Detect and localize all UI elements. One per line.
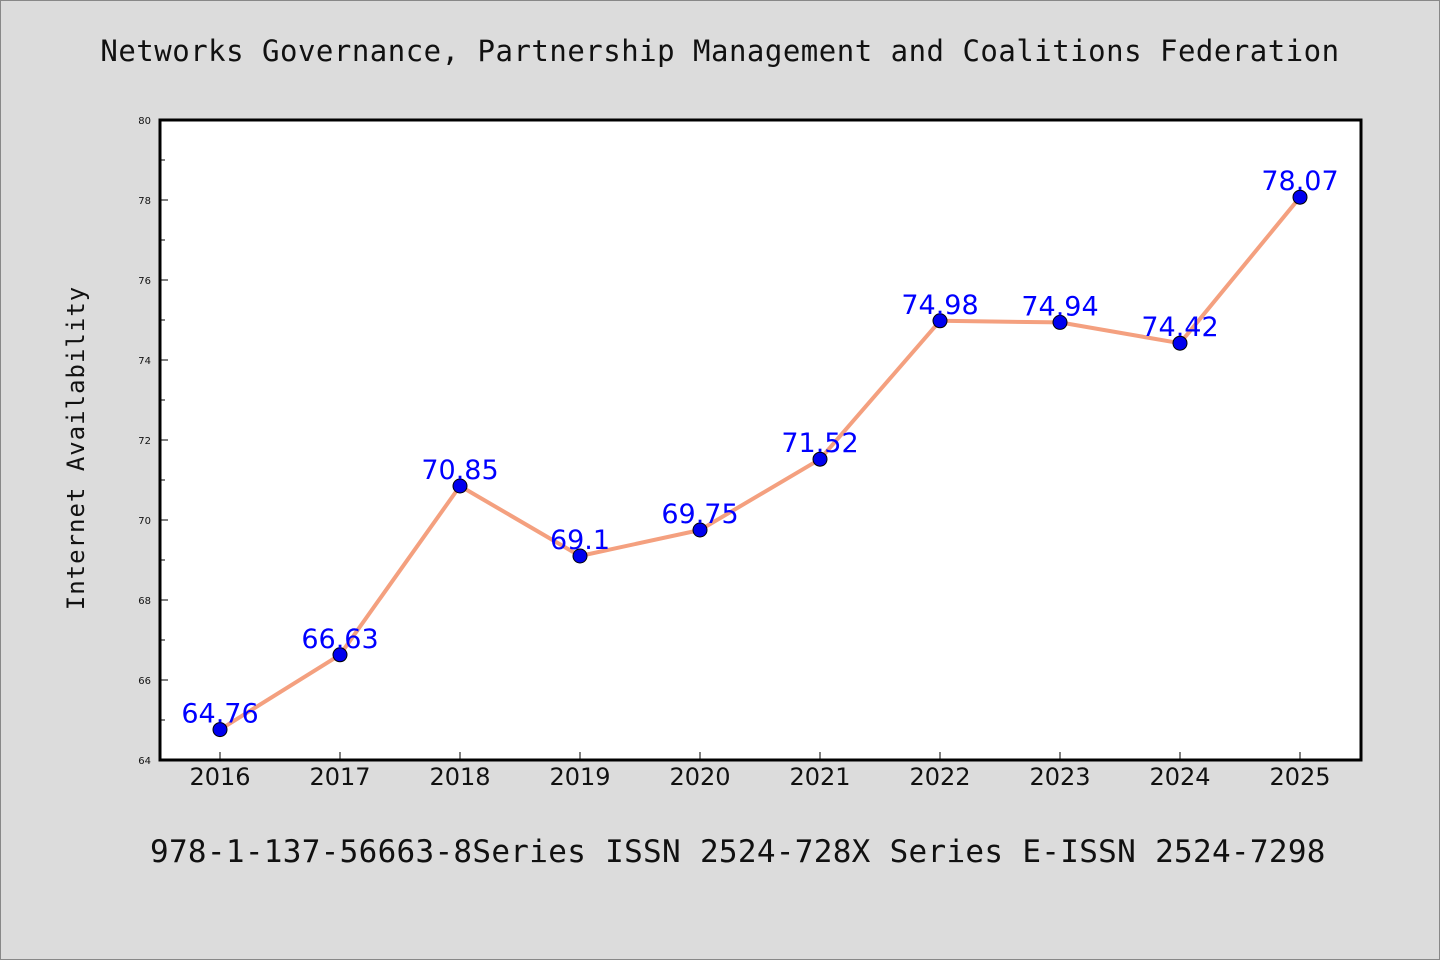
data-point [812,451,828,467]
data-label: 74.42 [1141,312,1218,343]
data-point [932,313,948,329]
y-tick-label: 80 [138,116,151,127]
y-tick-label: 76 [138,276,151,287]
x-tick-label: 2024 [1149,763,1210,791]
data-point [212,722,228,738]
x-tick-label: 2023 [1029,763,1090,791]
y-tick-label: 78 [138,196,151,207]
x-tick-label: 2018 [429,763,490,791]
y-tick-label: 66 [138,676,151,687]
data-point [1172,335,1188,351]
plot-area [158,118,1363,762]
x-tick-label: 2021 [789,763,850,791]
footer-isbn-text: 978-1-137-56663-8Series ISSN 2524-728X S… [150,834,1326,870]
data-point [1052,314,1068,330]
x-tick-label: 2019 [549,763,610,791]
y-tick-label: 68 [138,596,151,607]
series-line [218,195,1302,732]
series-group: 64.76 66.63 70.85 69.1 69.75 71.52 74.98 74.94 7… [181,166,1339,738]
y-tick-label: 74 [138,356,151,367]
y-tick-label: 70 [138,516,151,527]
x-tick-label: 2016 [189,763,250,791]
data-point [452,478,468,494]
data-point [692,522,708,538]
x-tick-label: 2020 [669,763,730,791]
x-tick-label: 2025 [1269,763,1330,791]
y-axis-label: Internet Availability [62,286,90,610]
data-point [1292,189,1308,205]
y-tick-label: 72 [138,436,151,447]
x-tick-label: 2017 [309,763,370,791]
data-label: 66.63 [301,624,378,655]
x-axis-ticks: 2016 2017 2018 2019 2020 2021 2022 2023 2024 2025 [189,752,1331,791]
y-tick-label: 64 [138,756,151,767]
data-label: 74.98 [901,290,978,321]
data-label: 71.52 [781,428,858,459]
data-label: 69.1 [550,525,610,556]
chart-title: Networks Governance, Partnership Managem… [100,34,1340,68]
x-tick-label: 2022 [909,763,970,791]
y-axis-ticks: 64 66 68 70 72 74 76 78 80 [138,116,168,767]
data-label: 69.75 [661,499,738,530]
data-point [332,647,348,663]
data-label: 74.94 [1021,291,1098,322]
data-label: 64.76 [181,699,258,730]
data-label: 70.85 [421,455,498,486]
data-label: 78.07 [1261,166,1338,197]
data-point [572,548,588,564]
